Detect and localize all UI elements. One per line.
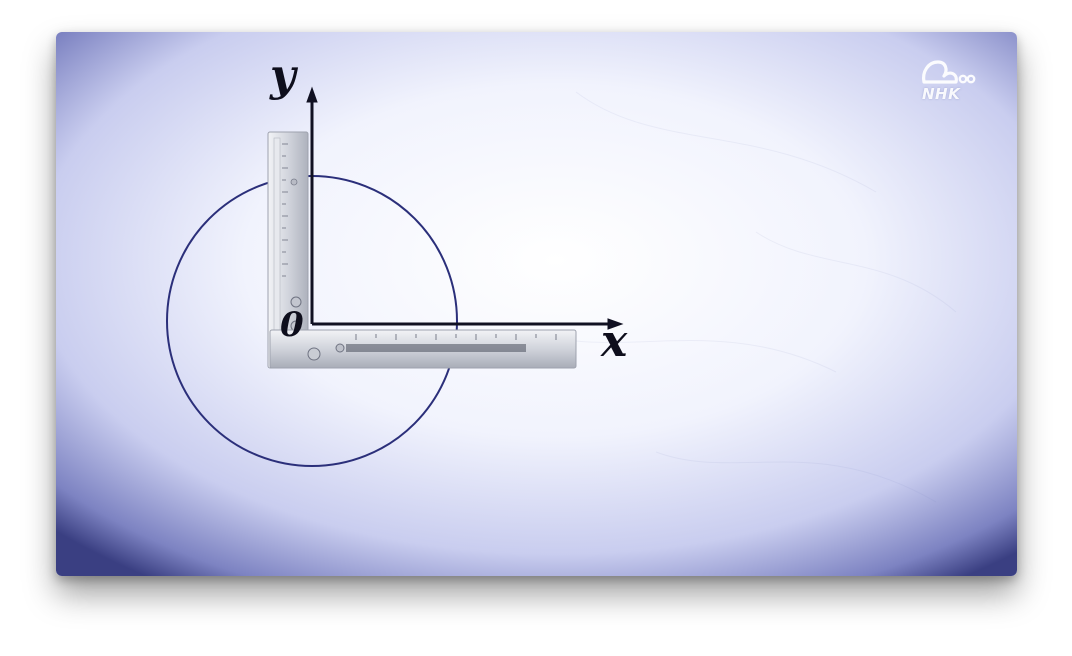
- horizontal-ruler: [269, 329, 577, 369]
- vertical-ruler: [267, 131, 309, 369]
- x-axis-label: x: [601, 316, 628, 367]
- nhk-mascot-icon: [922, 60, 976, 84]
- paper-illustration: [56, 32, 1017, 576]
- origin-label: 0: [280, 305, 304, 345]
- paper-background: [56, 32, 1017, 576]
- video-frame: y x 0 NHK: [56, 32, 1017, 576]
- y-axis-label: y: [270, 50, 296, 101]
- coordinate-axes: [306, 86, 624, 330]
- nhk-logo-text: NHK: [922, 85, 961, 103]
- x-axis-arrowhead: [607, 318, 624, 330]
- y-axis-arrowhead: [306, 86, 318, 103]
